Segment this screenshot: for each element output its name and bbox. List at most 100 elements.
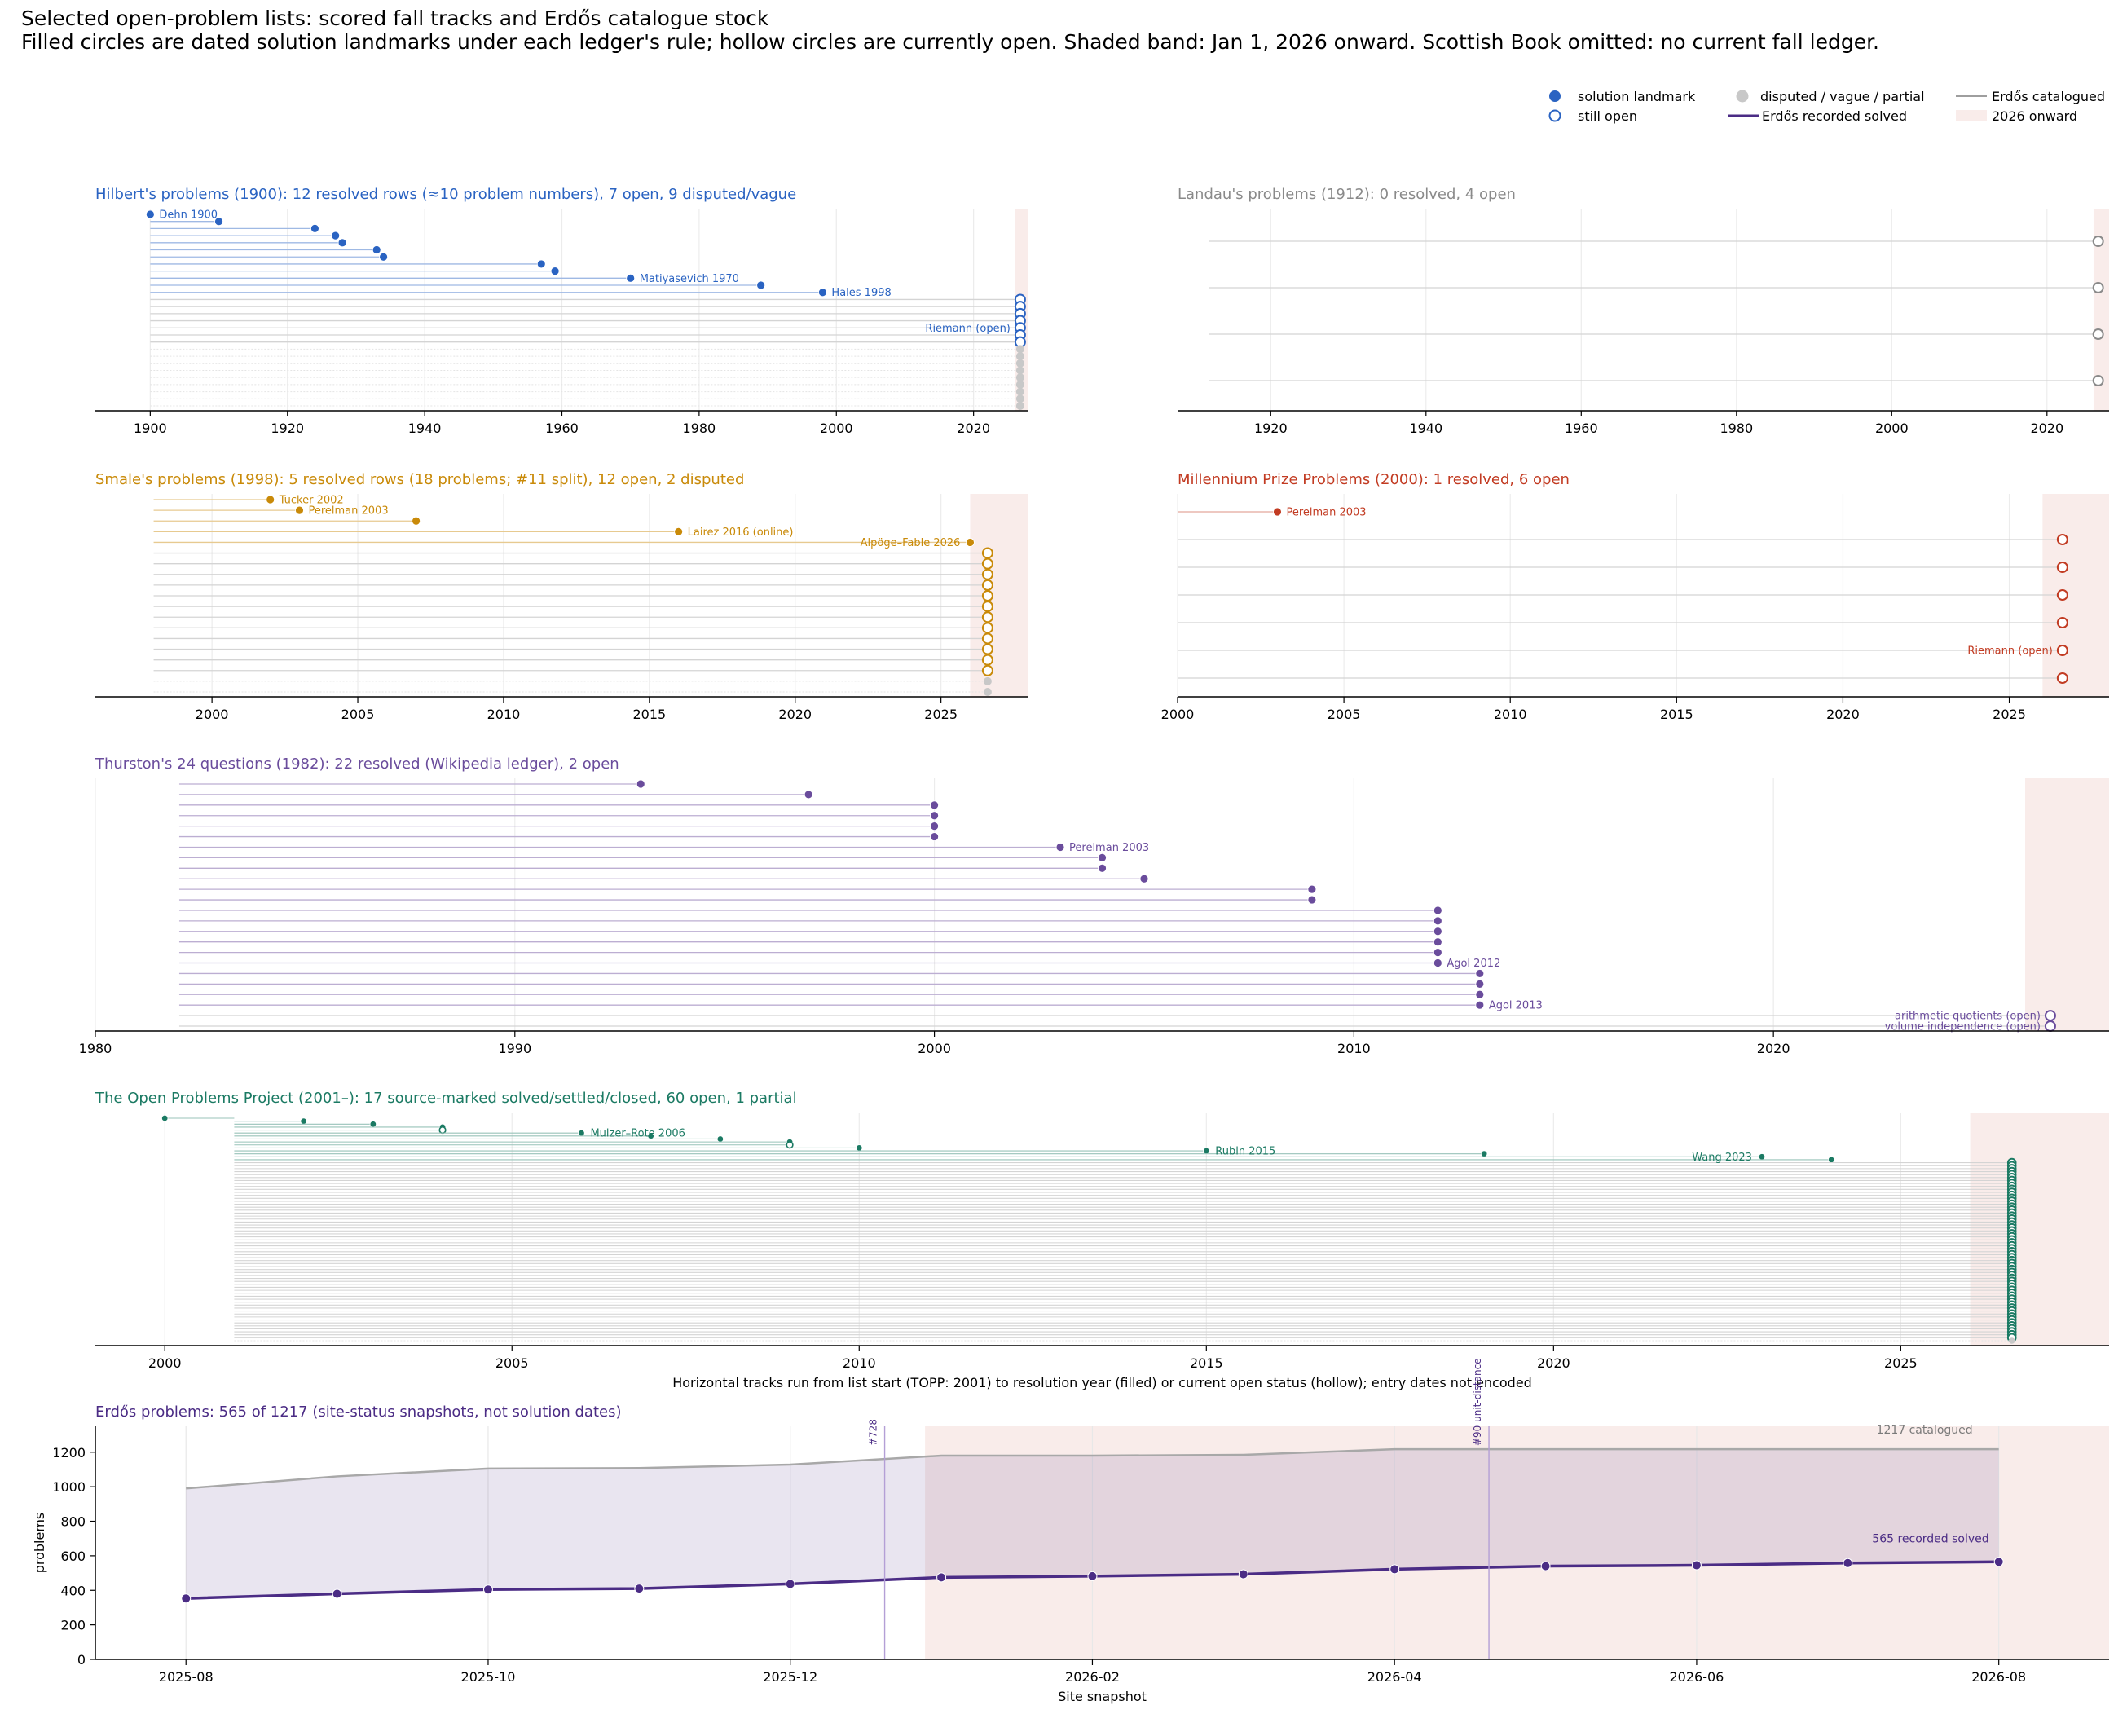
legend: solution landmark still open disputed / va… <box>1548 89 2105 124</box>
solution-dot <box>1433 927 1442 936</box>
solution-dot <box>804 790 813 800</box>
point-annotation: Tucker 2002 <box>279 495 344 507</box>
open-dot <box>981 664 993 676</box>
open-dot <box>981 557 993 570</box>
panel-title: Hilbert's problems (1900): 12 resolved r… <box>95 186 796 203</box>
partial-dot <box>438 1126 447 1135</box>
solution-dot <box>716 1135 724 1143</box>
x-axis-label: Site snapshot <box>1058 1689 1147 1704</box>
solution-dot <box>536 259 546 269</box>
legend-marker <box>1548 109 1561 122</box>
disputed-dot <box>1015 352 1024 361</box>
open-dot <box>2092 282 2104 293</box>
solution-dot <box>161 1114 169 1122</box>
open-dot <box>2056 562 2068 573</box>
open-dot <box>2092 375 2104 386</box>
x-tick-label: 2010 <box>1337 1041 1371 1056</box>
x-tick-label: 2025 <box>924 707 958 722</box>
x-tick-label: 2010 <box>1494 707 1527 722</box>
x-tick-label: 2026-02 <box>1065 1669 1120 1685</box>
solution-dot <box>550 267 560 276</box>
x-tick-label: 1990 <box>498 1041 531 1056</box>
solved-point <box>1087 1571 1098 1581</box>
solution-dot <box>930 800 939 810</box>
point-annotation: Hales 1998 <box>831 287 891 299</box>
solution-dot <box>1139 874 1149 883</box>
solved-point <box>785 1579 795 1589</box>
solution-dot <box>1433 948 1442 958</box>
point-annotation: Perelman 2003 <box>308 505 388 518</box>
point-annotation: Matiyasevich 1970 <box>640 273 739 285</box>
x-tick-label: 2000 <box>820 421 853 436</box>
open-dot <box>981 579 993 591</box>
legend-marker <box>1956 110 1987 121</box>
x-tick-label: 1900 <box>134 421 167 436</box>
legend-item: disputed / vague / partial <box>1736 89 1925 104</box>
x-tick-label: 1980 <box>683 421 716 436</box>
point-annotation: Wang 2023 <box>1692 1152 1752 1164</box>
legend-label: Erdős recorded solved <box>1762 108 1907 124</box>
event-label: #728 <box>868 1419 879 1446</box>
legend-marker <box>1549 90 1561 102</box>
y-tick-label: 400 <box>60 1583 86 1598</box>
x-tick-label: 2015 <box>1660 707 1693 722</box>
legend-item: Erdős recorded solved <box>1728 108 1907 124</box>
open-dot <box>2044 1010 2056 1022</box>
open-dot <box>2056 534 2068 545</box>
x-tick-label: 1920 <box>271 421 304 436</box>
solution-dot <box>966 538 975 547</box>
solution-dot <box>930 811 939 821</box>
x-tick-label: 2015 <box>1190 1355 1223 1371</box>
solved-point <box>482 1584 493 1595</box>
x-tick-label: 2010 <box>843 1355 876 1371</box>
band-2026 <box>1970 1113 2109 1346</box>
y-tick-label: 200 <box>60 1618 86 1633</box>
x-tick-label: 2000 <box>1161 707 1195 722</box>
disputed-dot <box>1015 366 1024 375</box>
x-tick-label: 2005 <box>341 707 375 722</box>
point-annotation: Lairez 2016 (online) <box>688 527 794 539</box>
figure-header: Selected open-problem lists: scored fall… <box>21 7 1879 54</box>
solution-dot <box>145 209 155 219</box>
point-annotation: Mulzer–Rote 2006 <box>590 1128 685 1140</box>
solution-dot <box>674 527 684 536</box>
solution-dot <box>1273 507 1282 517</box>
y-axis-label: problems <box>32 1513 47 1574</box>
open-dot <box>2056 672 2068 684</box>
point-annotation: Dehn 1900 <box>159 209 218 222</box>
solution-dot <box>578 1129 585 1137</box>
panel-title: Erdős problems: 565 of 1217 (site-status… <box>95 1403 622 1421</box>
y-tick-label: 1200 <box>52 1445 86 1461</box>
solved-point <box>181 1593 192 1604</box>
band-2026 <box>2025 778 2109 1031</box>
legend-item: still open <box>1548 108 1637 124</box>
x-tick-label: 1960 <box>1565 421 1598 436</box>
solved-point <box>1389 1564 1400 1575</box>
solution-dot <box>1827 1156 1835 1164</box>
x-tick-label: 2025 <box>1993 707 2026 722</box>
point-annotation: Perelman 2003 <box>1069 842 1149 854</box>
point-annotation: Agol 2013 <box>1489 1000 1543 1012</box>
open-dot <box>981 643 993 655</box>
legend-label: still open <box>1578 108 1637 124</box>
panel-title: Smale's problems (1998): 5 resolved rows… <box>95 471 744 488</box>
disputed-dot <box>1015 359 1024 368</box>
panel-millennium: Perelman 2003 Riemann (open) 2000 2005 2010 2… <box>1161 471 2109 722</box>
legend-label: disputed / vague / partial <box>1760 89 1925 104</box>
solution-dot <box>372 245 381 254</box>
solution-dot <box>1433 916 1442 926</box>
x-tick-label: 2010 <box>487 707 521 722</box>
disputed-dot <box>2008 1337 2015 1344</box>
panel-thurston: Perelman 2003 Agol 2012 Agol 2013 arithmeti… <box>79 756 2109 1056</box>
point-annotation: Rubin 2015 <box>1215 1146 1275 1158</box>
x-axis-label: Horizontal tracks run from list start (T… <box>672 1375 1532 1390</box>
gap-area <box>186 1449 1999 1599</box>
solution-dot <box>1475 1000 1485 1010</box>
x-tick-label: 2025 <box>1884 1355 1918 1371</box>
x-tick-label: 2020 <box>2030 421 2063 436</box>
disputed-dot <box>983 676 992 685</box>
event-label: #90 unit-distance <box>1472 1358 1483 1446</box>
solved-point <box>1993 1557 2004 1567</box>
solution-dot <box>856 1144 863 1152</box>
